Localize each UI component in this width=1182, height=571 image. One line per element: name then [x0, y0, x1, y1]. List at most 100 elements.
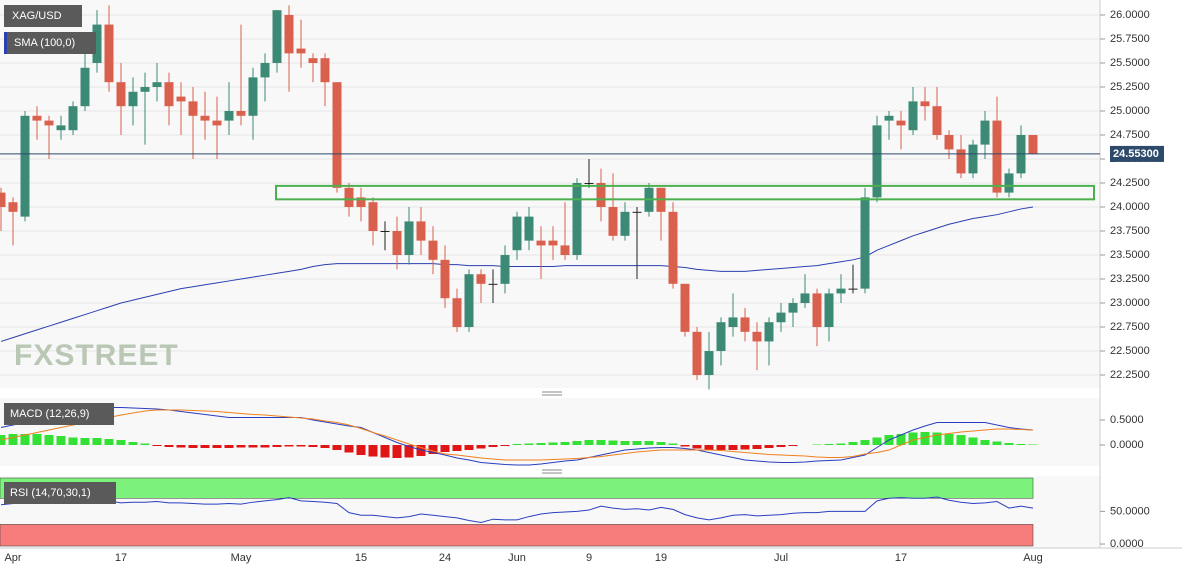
- macd-histogram-bar: [872, 437, 882, 445]
- candle-body: [752, 331, 762, 342]
- candle-body: [500, 255, 510, 284]
- candle-body: [944, 134, 954, 150]
- candle-body: [344, 187, 354, 208]
- candle-body: [80, 67, 90, 107]
- y-tick-label: 50.0000: [1110, 505, 1150, 517]
- x-tick-label: Jul: [774, 552, 788, 564]
- macd-histogram-bar: [584, 440, 594, 445]
- macd-histogram-bar: [1016, 444, 1026, 445]
- macd-histogram-bar: [764, 445, 774, 448]
- y-tick-label: 23.5000: [1110, 249, 1150, 261]
- macd-histogram-bar: [932, 432, 942, 445]
- marks: [0, 5, 1105, 547]
- x-tick-label: 17: [895, 552, 907, 564]
- macd-histogram-bar: [548, 442, 558, 445]
- candle-body: [896, 120, 906, 126]
- candle-body: [332, 82, 342, 188]
- macd-histogram-bar: [956, 435, 966, 445]
- candle-body: [8, 202, 18, 212]
- rsi-line: [0, 496, 1034, 523]
- candle-body: [872, 125, 882, 198]
- candle-body: [20, 115, 30, 217]
- candle-body: [248, 77, 258, 116]
- macd-histogram-bar: [368, 445, 378, 457]
- macd-histogram-bar: [824, 444, 834, 445]
- macd-histogram-bar: [68, 437, 78, 445]
- macd-histogram-bar: [440, 445, 450, 452]
- candle-body: [0, 192, 6, 208]
- candle-body: [92, 24, 102, 63]
- macd-histogram-bar: [236, 445, 246, 448]
- macd-histogram-bar: [644, 441, 654, 445]
- macd-histogram-bar: [1004, 443, 1014, 445]
- x-tick-label: 17: [115, 552, 127, 564]
- y-tick-label: 26.0000: [1110, 9, 1150, 21]
- macd-histogram-bar: [704, 445, 714, 450]
- macd-histogram-bar: [260, 445, 270, 448]
- candle-body: [188, 101, 198, 116]
- candle-body: [848, 288, 858, 290]
- macd-histogram-bar: [1028, 444, 1038, 445]
- candle-body: [608, 207, 618, 236]
- macd-histogram-bar: [188, 445, 198, 448]
- candle-body: [392, 231, 402, 256]
- macd-histogram-bar: [608, 440, 618, 445]
- last-price-label: 24.55300: [1113, 148, 1159, 160]
- candle-body: [104, 24, 114, 83]
- y-tick-label: 25.2500: [1110, 81, 1150, 93]
- candle-body: [536, 240, 546, 246]
- candle-body: [788, 303, 798, 313]
- candle-body: [704, 351, 714, 376]
- panel-handle: [542, 391, 562, 474]
- candle-body: [812, 293, 822, 328]
- oversold-zone: [0, 524, 1034, 547]
- macd-histogram-bar: [152, 445, 162, 446]
- x-tick-label: May: [231, 552, 252, 564]
- macd-histogram-bar: [452, 445, 462, 451]
- signal-line: [0, 409, 1034, 461]
- x-tick-label: 15: [355, 552, 367, 564]
- candle-body: [416, 221, 426, 241]
- macd-histogram-bar: [272, 445, 282, 447]
- y-tick-label: 24.0000: [1110, 201, 1150, 213]
- y-tick-label: 22.7500: [1110, 321, 1150, 333]
- macd-histogram-bar: [44, 435, 54, 445]
- candle-body: [488, 283, 498, 285]
- macd-histogram-bar: [32, 434, 42, 445]
- macd-histogram-bar: [512, 444, 522, 445]
- candle-body: [620, 211, 630, 236]
- macd-histogram-bar: [680, 445, 690, 447]
- candle-body: [200, 115, 210, 121]
- y-tick-label: 25.5000: [1110, 57, 1150, 69]
- x-tick-label: Aug: [1023, 552, 1043, 564]
- candle-body: [284, 14, 294, 54]
- macd-histogram-bar: [140, 443, 150, 445]
- candle-body: [428, 240, 438, 260]
- candle-body: [740, 317, 750, 332]
- x-tick-label: Apr: [4, 552, 21, 564]
- candle-body: [260, 62, 270, 78]
- macd-histogram-bar: [224, 445, 234, 448]
- candle-body: [584, 183, 594, 185]
- macd-histogram-bar: [464, 445, 474, 450]
- candle-body: [920, 101, 930, 107]
- y-tick-label: 23.2500: [1110, 273, 1150, 285]
- candle-body: [860, 197, 870, 289]
- candle-body: [116, 82, 126, 107]
- macd-histogram-bar: [356, 445, 366, 455]
- macd-histogram-bar: [944, 434, 954, 445]
- candle-body: [596, 183, 606, 208]
- y-tick-label: 24.2500: [1110, 177, 1150, 189]
- macd-histogram-bar: [320, 445, 330, 448]
- macd-histogram-bar: [344, 445, 354, 453]
- legend-swatch: [4, 32, 7, 54]
- candle-body: [692, 331, 702, 376]
- candle-body: [140, 86, 150, 92]
- macd-histogram-bar: [620, 441, 630, 445]
- candle-body: [908, 101, 918, 131]
- legend-box: [4, 403, 114, 425]
- macd-histogram-bar: [656, 442, 666, 445]
- candle-body: [728, 317, 738, 328]
- price-panel: [0, 0, 1100, 388]
